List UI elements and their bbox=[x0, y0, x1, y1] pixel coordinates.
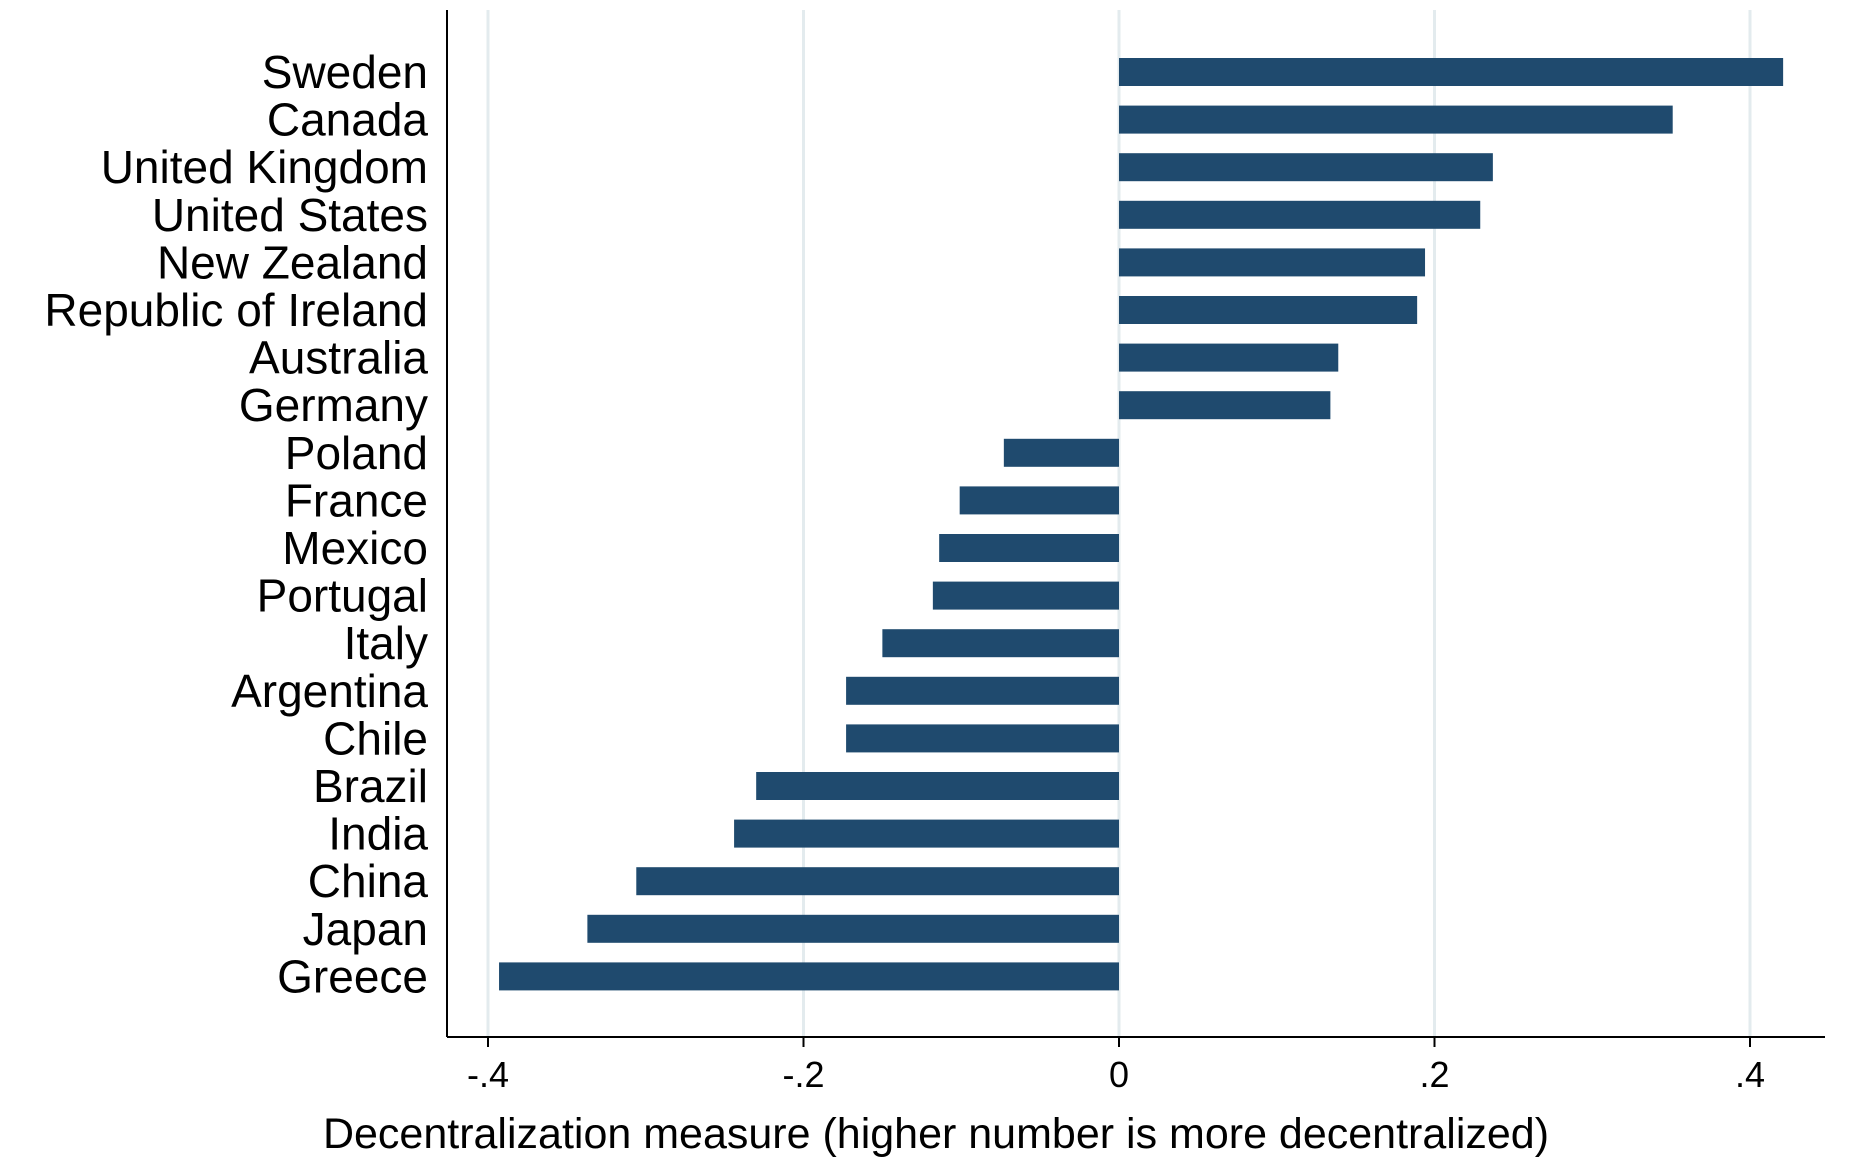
x-tick-label: .4 bbox=[1735, 1054, 1765, 1095]
category-label: India bbox=[328, 808, 428, 860]
x-tick-label: 0 bbox=[1109, 1054, 1129, 1095]
category-label: Mexico bbox=[282, 522, 428, 574]
bar bbox=[939, 534, 1119, 562]
bar bbox=[846, 676, 1119, 705]
category-label: Chile bbox=[323, 712, 428, 764]
bar bbox=[499, 962, 1120, 991]
bar bbox=[1119, 105, 1673, 134]
category-label: United States bbox=[152, 189, 428, 241]
bar bbox=[756, 772, 1119, 800]
x-axis-title: Decentralization measure (higher number … bbox=[323, 1110, 1549, 1157]
category-label: Portugal bbox=[257, 570, 428, 622]
category-label: United Kingdom bbox=[101, 141, 428, 193]
bar bbox=[734, 819, 1119, 848]
category-label: China bbox=[308, 855, 429, 907]
category-label: Germany bbox=[239, 379, 428, 431]
bar bbox=[587, 914, 1119, 943]
bar bbox=[1003, 438, 1119, 467]
bar bbox=[1119, 248, 1426, 277]
category-label: Poland bbox=[285, 427, 428, 479]
bar bbox=[882, 629, 1119, 658]
bar bbox=[959, 486, 1119, 515]
category-label: Argentina bbox=[231, 665, 428, 717]
bar bbox=[932, 581, 1119, 610]
category-label: Italy bbox=[344, 617, 428, 669]
category-label: Brazil bbox=[313, 760, 428, 812]
category-label: New Zealand bbox=[157, 236, 428, 288]
category-label: Australia bbox=[249, 332, 428, 384]
category-label: Republic of Ireland bbox=[44, 284, 428, 336]
x-tick-label: .2 bbox=[1419, 1054, 1449, 1095]
bars bbox=[499, 58, 1784, 991]
category-label: Canada bbox=[267, 94, 429, 146]
bar bbox=[1119, 296, 1418, 324]
x-tick-label: -.2 bbox=[782, 1054, 824, 1095]
bar bbox=[636, 867, 1119, 896]
bar bbox=[1119, 391, 1331, 420]
bar bbox=[1119, 343, 1339, 372]
x-axis-ticks: -.4 -.2 0 .2 .4 bbox=[467, 1037, 1765, 1095]
axes bbox=[446, 10, 1825, 1038]
bar bbox=[1119, 200, 1481, 229]
bar bbox=[1119, 58, 1784, 86]
category-label: Greece bbox=[277, 950, 428, 1002]
bar bbox=[846, 724, 1119, 753]
category-label: Sweden bbox=[262, 46, 428, 98]
category-label: France bbox=[285, 474, 428, 526]
x-tick-label: -.4 bbox=[467, 1054, 509, 1095]
bar bbox=[1119, 153, 1493, 182]
category-label: Japan bbox=[303, 903, 428, 955]
